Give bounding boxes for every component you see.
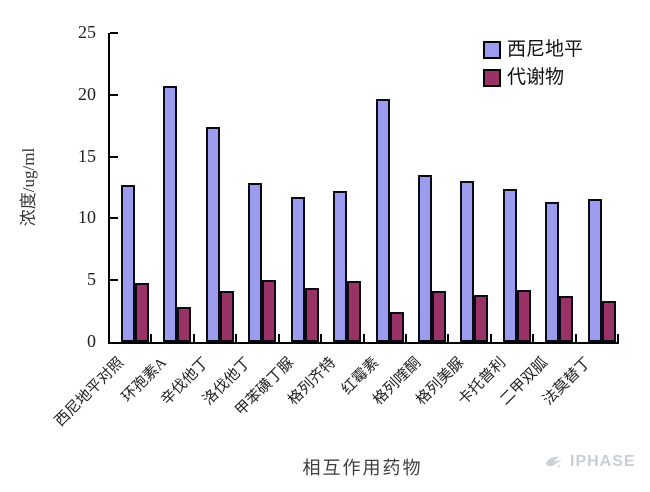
bird-swirl-icon [543, 451, 565, 473]
y-tick-label: 10 [78, 207, 96, 228]
x-axis-tick [532, 334, 535, 342]
bar-代谢物 [304, 288, 319, 342]
x-axis-tick [362, 334, 365, 342]
legend-item: 代谢物 [483, 67, 583, 89]
bar-代谢物 [474, 295, 489, 342]
y-axis-tick [110, 217, 118, 220]
bar-西尼地平 [545, 202, 560, 342]
bar-西尼地平 [460, 181, 475, 342]
bar-西尼地平 [121, 185, 135, 342]
y-axis-tick [110, 93, 118, 96]
bar-代谢物 [135, 283, 149, 342]
bar-西尼地平 [375, 99, 390, 342]
y-tick-label: 0 [87, 331, 96, 351]
bar-西尼地平 [587, 199, 602, 342]
watermark: IPHASE [543, 451, 636, 473]
legend-swatch [483, 41, 501, 59]
x-axis-tick [574, 334, 577, 342]
bar-西尼地平 [248, 183, 263, 342]
x-axis-tick [150, 334, 153, 342]
legend-item: 西尼地平 [483, 39, 583, 61]
bar-代谢物 [389, 312, 404, 342]
y-axis-tick [110, 279, 118, 282]
bar-代谢物 [431, 291, 446, 342]
x-axis-title: 相互作用药物 [302, 458, 423, 478]
x-axis-tick [277, 334, 280, 342]
bar-西尼地平 [290, 197, 305, 342]
y-tick-label: 25 [78, 22, 96, 42]
x-axis-tick [489, 334, 492, 342]
x-axis-tick [235, 334, 238, 342]
y-tick-label: 20 [78, 83, 96, 104]
x-axis-tick [447, 334, 450, 342]
bar-西尼地平 [417, 175, 432, 342]
y-tick-label: 15 [78, 145, 96, 166]
bar-代谢物 [601, 301, 616, 342]
y-axis-tick [110, 155, 118, 158]
x-axis-tick [192, 334, 195, 342]
watermark-text: IPHASE [570, 453, 636, 470]
y-axis-tick [110, 32, 118, 34]
bar-代谢物 [177, 307, 192, 342]
bar-西尼地平 [205, 127, 220, 342]
bar-代谢物 [219, 291, 234, 342]
bar-代谢物 [262, 280, 277, 342]
y-tick-label: 5 [87, 269, 96, 290]
legend-swatch [483, 69, 501, 87]
bar-西尼地平 [163, 86, 178, 342]
bar-代谢物 [559, 296, 574, 342]
bar-西尼地平 [502, 189, 517, 342]
legend-label: 西尼地平 [507, 39, 584, 60]
legend: 西尼地平 代谢物 [483, 39, 583, 89]
bar-代谢物 [516, 290, 531, 342]
bar-西尼地平 [333, 191, 348, 342]
x-axis-tick [404, 334, 407, 342]
plot-area [108, 32, 619, 344]
x-axis-tick [320, 334, 323, 342]
legend-label: 代谢物 [507, 67, 565, 88]
bar-代谢物 [347, 281, 362, 342]
x-axis-tick [617, 334, 619, 342]
